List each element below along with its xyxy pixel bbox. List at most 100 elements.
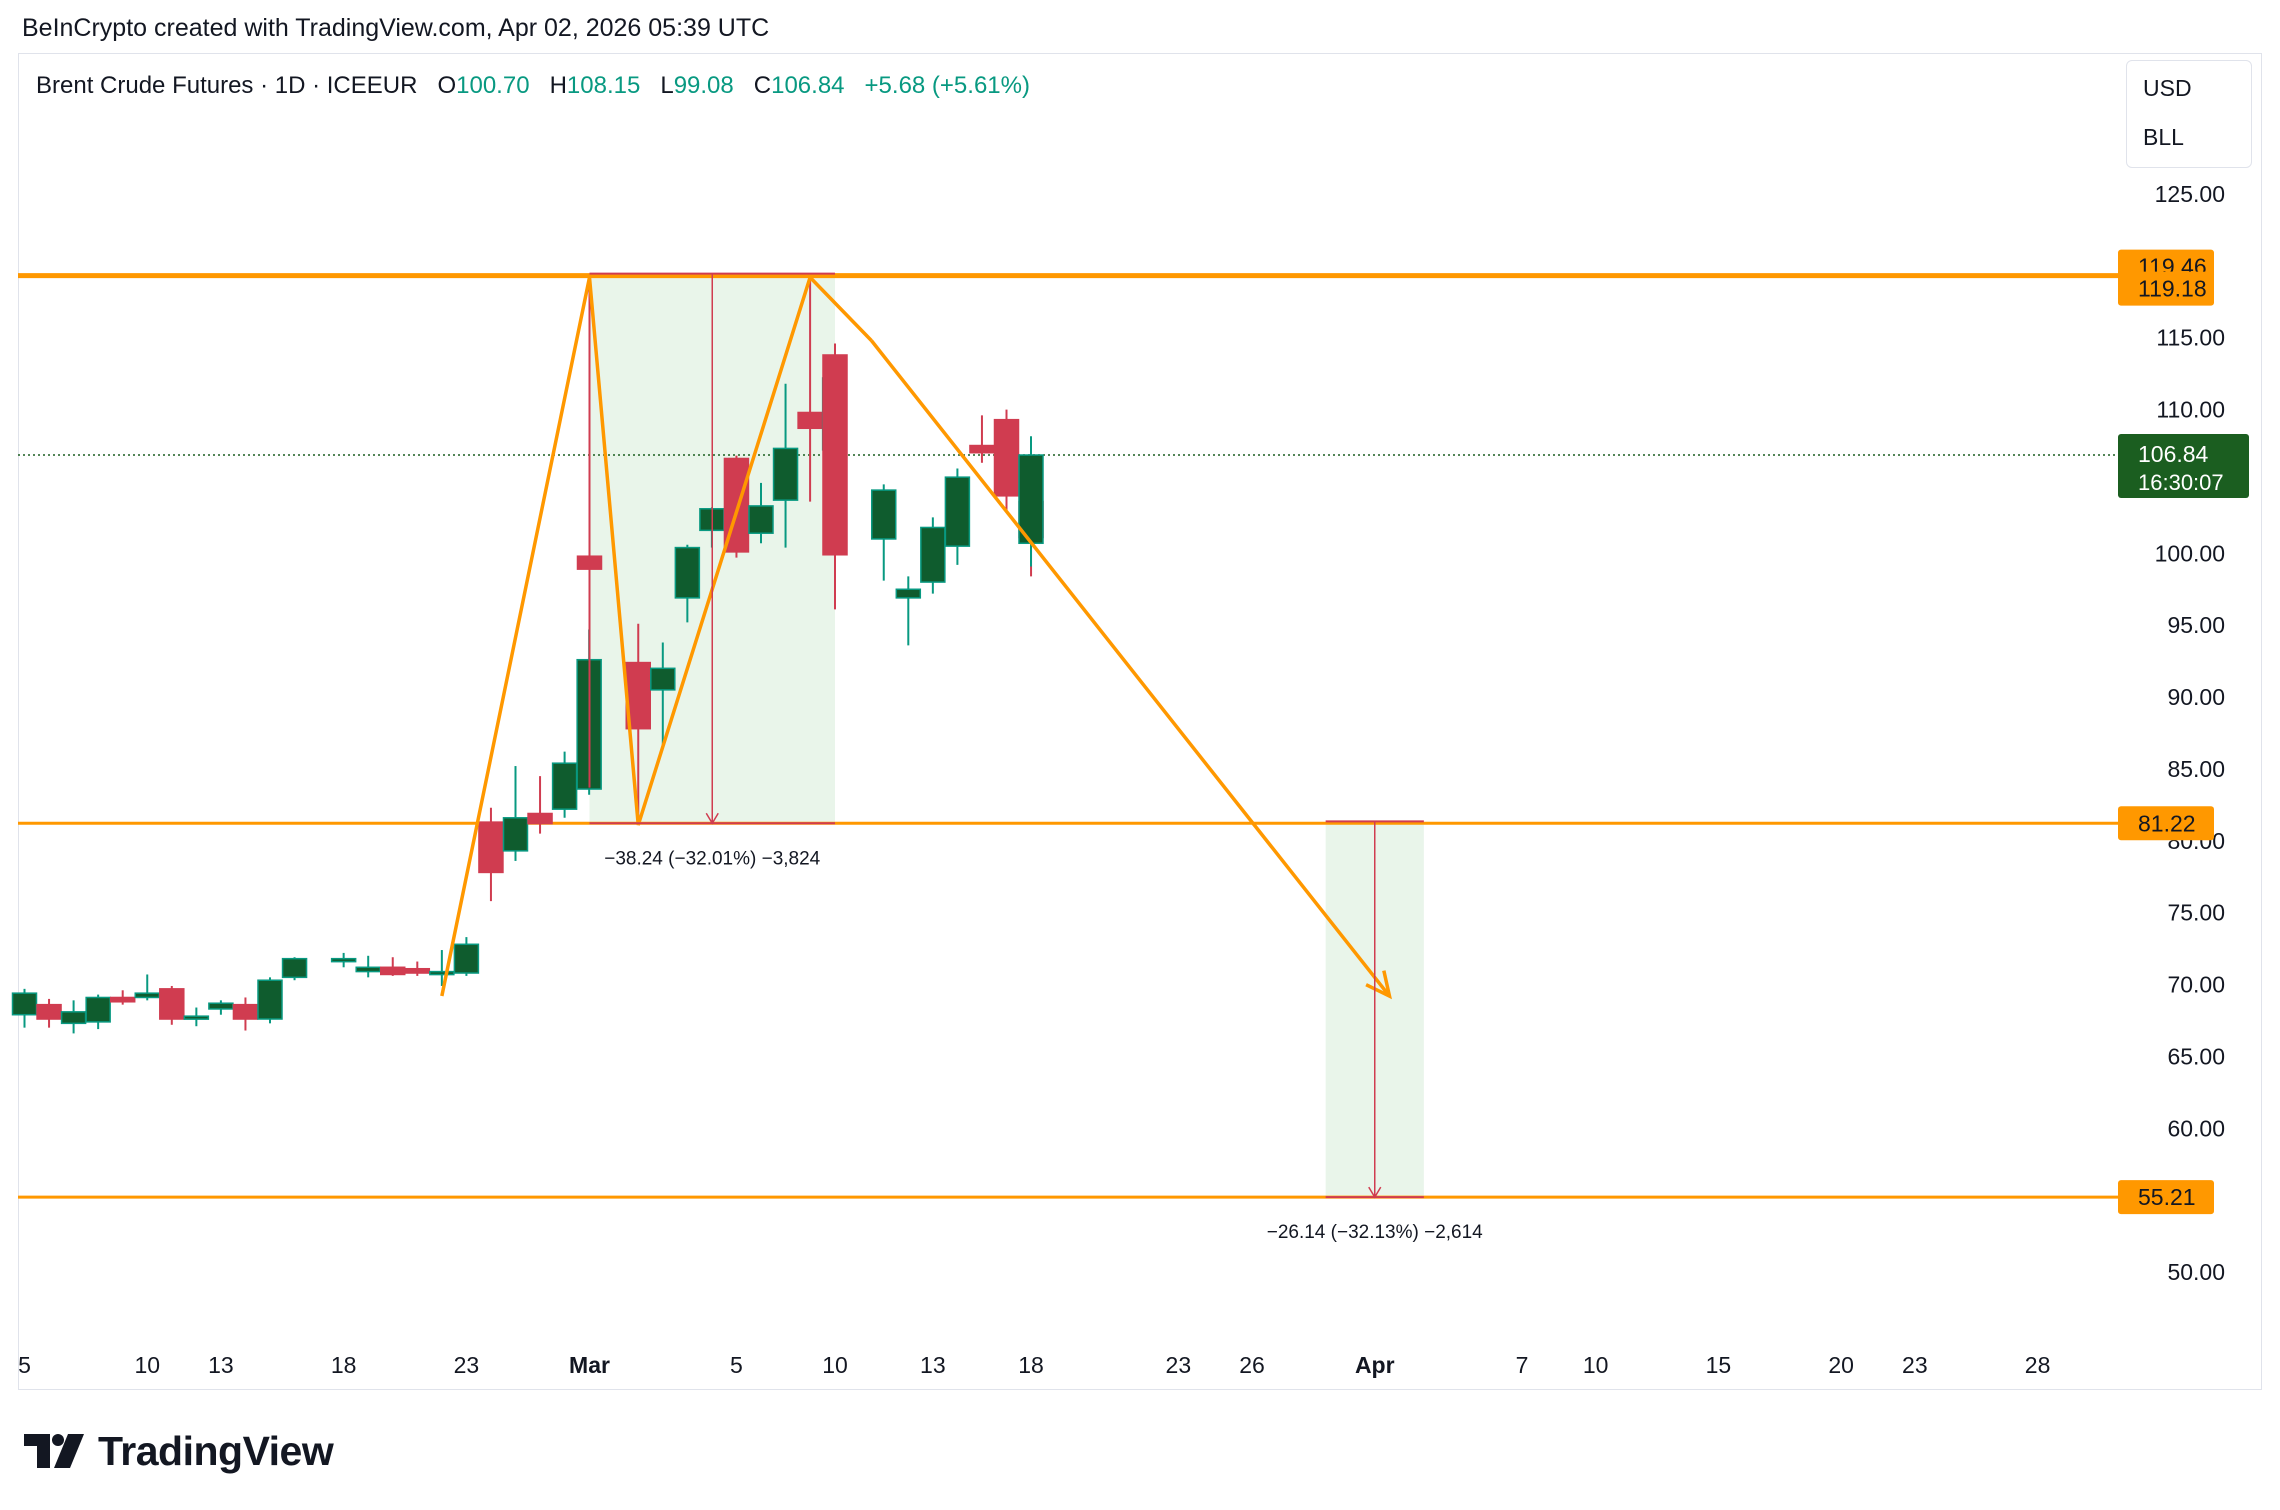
candle	[920, 517, 946, 594]
candle	[257, 977, 283, 1024]
currency-label[interactable]: USD	[2143, 75, 2192, 101]
candle	[993, 409, 1020, 511]
candle-body	[797, 411, 823, 430]
candles	[11, 277, 1044, 1034]
candle	[944, 468, 971, 565]
price-tick-label: 95.00	[2167, 612, 2225, 638]
candle	[232, 997, 259, 1031]
time-tick-label: 10	[822, 1352, 848, 1378]
candle	[453, 937, 480, 976]
legend-symbol: Brent Crude Futures · 1D · ICEEUR	[36, 72, 418, 99]
pattern-lines	[440, 274, 1392, 1000]
tradingview-logo[interactable]: TradingView	[24, 1426, 334, 1476]
time-tick-label: Mar	[569, 1352, 610, 1378]
pattern-zigzag	[440, 274, 873, 997]
candlestick-chart[interactable]: −38.24 (−32.01%) −3,824 −26.14 (−32.13%) …	[0, 0, 2280, 1420]
candle	[85, 994, 111, 1030]
measure-arrowhead-2	[1368, 1186, 1382, 1199]
candle-body	[993, 418, 1020, 497]
candle-body	[60, 1011, 87, 1025]
legend-high: 108.15	[566, 72, 641, 99]
legend-open-label: O	[437, 72, 457, 99]
time-tick-label: 23	[1902, 1352, 1928, 1378]
time-tick-label: 15	[1706, 1352, 1732, 1378]
candle	[748, 482, 774, 544]
candle-body	[871, 489, 897, 540]
candle	[355, 955, 381, 978]
candle-body	[478, 821, 504, 874]
candle	[502, 766, 529, 861]
projection-arrowhead	[1365, 970, 1392, 1000]
candle-body	[429, 970, 455, 976]
symbol-legend: Brent Crude Futures · 1D · ICEEUR O100.7…	[36, 72, 1030, 100]
price-tick-label: 115.00	[2156, 325, 2225, 351]
candle-body	[920, 526, 946, 583]
candle-body	[404, 967, 431, 974]
candle-body	[109, 996, 136, 1003]
last-price-badge: 106.84 16:30:07	[2118, 434, 2249, 499]
price-badge-box	[2118, 1180, 2214, 1215]
time-tick-label: 20	[1828, 1352, 1854, 1378]
candle-body	[822, 354, 848, 556]
time-tick-label: 10	[1583, 1352, 1609, 1378]
candle-body	[355, 966, 381, 973]
candle-body	[551, 762, 578, 810]
candle-body	[453, 943, 480, 974]
legend-close: 106.84	[771, 72, 845, 99]
candle	[183, 1007, 210, 1027]
price-tick-label: 65.00	[2167, 1043, 2225, 1069]
projection-arrow-line	[870, 339, 1391, 998]
candle-body	[502, 817, 529, 852]
time-tick-label: 5	[18, 1352, 31, 1378]
candle	[723, 455, 750, 558]
price-tick-label: 60.00	[2167, 1115, 2225, 1141]
measure-arrowhead-1	[705, 812, 719, 825]
horizontal-levels	[18, 273, 2136, 1199]
legend-low: 99.08	[673, 72, 734, 99]
candle-body	[772, 447, 799, 501]
price-tick-label: 100.00	[2155, 540, 2225, 566]
time-tick-label: 23	[454, 1352, 480, 1378]
candle-body	[183, 1015, 210, 1020]
candle	[109, 990, 136, 1005]
candle-body	[748, 505, 774, 534]
candle-body	[257, 979, 283, 1020]
price-badge: 119.18	[2118, 271, 2214, 306]
candle	[650, 642, 676, 749]
price-badge-label: 119.18	[2138, 276, 2207, 302]
candle-body	[208, 1002, 234, 1010]
measure-label-1: −38.24 (−32.01%) −3,824	[604, 848, 820, 869]
candle-body	[36, 1003, 62, 1020]
time-tick-label: Apr	[1355, 1352, 1395, 1378]
price-tick-label: 125.00	[2155, 181, 2225, 207]
candle-body	[527, 812, 553, 825]
price-badge: 81.22	[2118, 806, 2214, 841]
unit-label[interactable]: BLL	[2143, 124, 2184, 150]
candle	[11, 988, 38, 1028]
time-tick-label: 5	[730, 1352, 743, 1378]
price-badge-label: 55.21	[2138, 1184, 2196, 1210]
candle	[281, 957, 308, 981]
time-tick-label: 10	[134, 1352, 160, 1378]
candle-body	[1018, 454, 1044, 545]
chart-frame[interactable]	[18, 53, 2262, 1390]
candle	[527, 776, 553, 834]
candle	[208, 1000, 234, 1015]
last-price-badge-box	[2118, 434, 2249, 499]
candle	[478, 807, 504, 902]
candle-body	[576, 555, 603, 570]
currency-unit-selector[interactable]: USD BLL	[2126, 60, 2252, 168]
candle	[772, 383, 799, 548]
price-tick-label: 50.00	[2167, 1259, 2225, 1285]
candle	[674, 544, 701, 623]
price-tick-label: 90.00	[2167, 684, 2225, 710]
candle-body	[944, 476, 971, 547]
last-price-label: 106.84	[2138, 441, 2209, 467]
legend-open: 100.70	[456, 72, 530, 99]
candle	[330, 952, 357, 968]
legend-close-label: C	[753, 72, 772, 99]
tradingview-wordmark: TradingView	[98, 1427, 334, 1474]
legend-low-label: L	[660, 72, 674, 99]
candle	[404, 961, 431, 976]
